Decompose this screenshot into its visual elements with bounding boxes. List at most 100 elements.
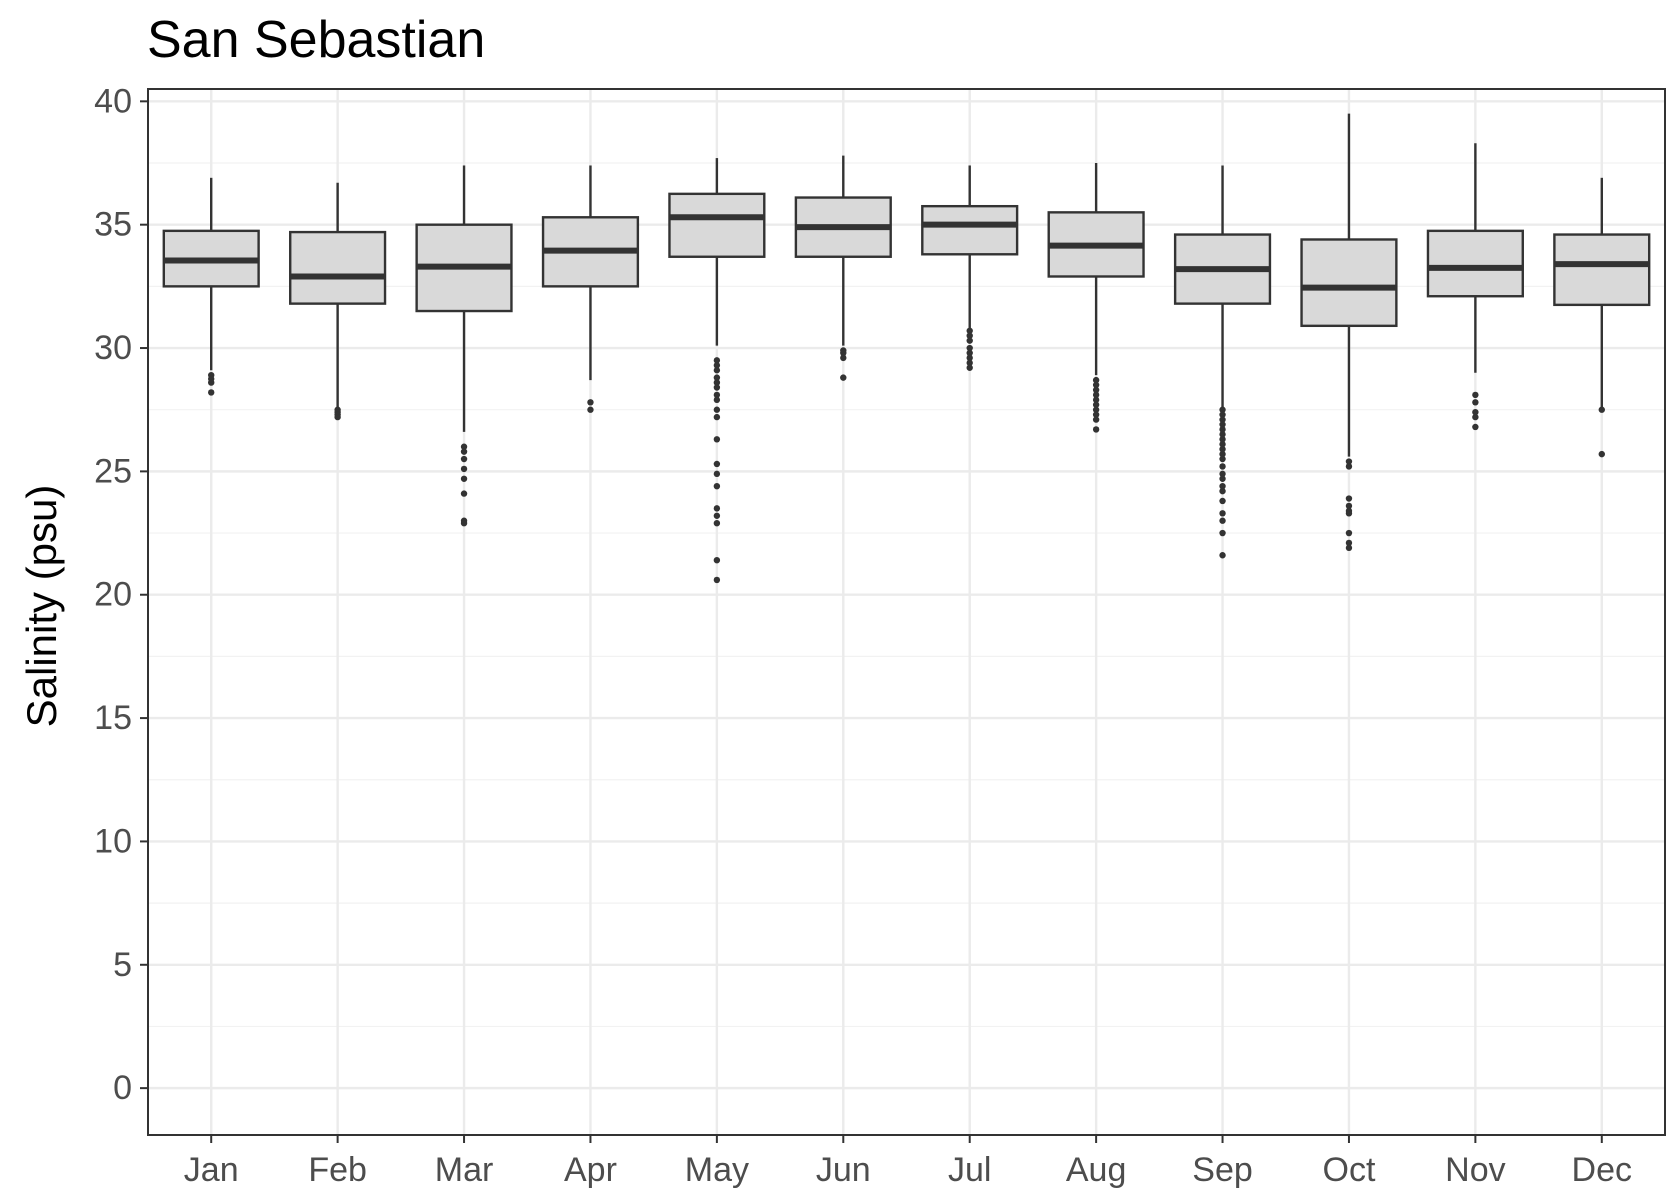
y-tick-label: 30 [94, 329, 132, 367]
outlier-point [1219, 529, 1226, 537]
outlier-point [1219, 470, 1226, 478]
x-tick-label: Mar [435, 1151, 494, 1189]
outlier-point [840, 349, 847, 357]
x-tick-label: Nov [1445, 1151, 1505, 1189]
outlier-point [713, 357, 721, 364]
y-tick-label: 5 [113, 946, 132, 984]
outlier-point [1219, 421, 1226, 428]
x-tick-label: Dec [1572, 1151, 1632, 1189]
outlier-point [1092, 406, 1100, 413]
outlier-point [1219, 455, 1226, 463]
outlier-point [713, 396, 721, 404]
outlier-point [713, 367, 721, 374]
outlier-point [966, 354, 973, 362]
y-tick-label: 20 [94, 576, 132, 614]
outlier-point [713, 413, 721, 421]
outlier-point [713, 512, 721, 519]
plot-border [147, 88, 1666, 1136]
outlier-point [966, 344, 973, 352]
outlier-point [966, 359, 973, 367]
outlier-point [713, 406, 721, 413]
outlier-point [1219, 431, 1226, 438]
x-tick-label: Apr [564, 1151, 617, 1189]
y-tick-label: 40 [94, 82, 132, 120]
outlier-point [1219, 510, 1226, 517]
outlier-point [587, 406, 594, 413]
outlier-point [1472, 413, 1479, 421]
outlier-point [1219, 441, 1226, 448]
outlier-point [713, 519, 721, 527]
outlier-point [1472, 408, 1479, 416]
outlier-point [1092, 401, 1100, 408]
x-tick-label: Oct [1323, 1151, 1376, 1189]
outlier-point [1345, 458, 1353, 465]
box [289, 230, 387, 305]
outlier-point [840, 354, 847, 362]
outlier-point [1219, 487, 1226, 495]
outlier-point [1219, 445, 1226, 453]
y-tick-label: 10 [94, 822, 132, 860]
outlier-point [713, 436, 721, 443]
outlier-point [1219, 517, 1226, 524]
outlier-point [966, 364, 973, 371]
outlier-point [713, 379, 721, 386]
x-tick-label: Jul [948, 1151, 991, 1189]
outlier-point [1092, 386, 1100, 394]
x-tick-label: Aug [1066, 1151, 1127, 1189]
outlier-point [1598, 406, 1605, 413]
outlier-point [713, 362, 721, 369]
outlier-point [1345, 510, 1353, 517]
box [1300, 238, 1398, 328]
outlier-point [1345, 463, 1353, 470]
outlier-point [1219, 411, 1226, 418]
y-tick-label: 15 [94, 699, 132, 737]
outlier-point [966, 349, 973, 357]
outlier-point [966, 337, 973, 344]
outlier-point [1219, 482, 1226, 490]
outlier-point [460, 448, 468, 455]
outlier-point [334, 413, 341, 421]
outlier-point [1219, 463, 1226, 470]
outlier-point [713, 460, 721, 468]
outlier-point [713, 384, 721, 391]
outlier-point [1219, 436, 1226, 443]
outlier-point [1345, 495, 1353, 502]
outlier-point [1598, 450, 1605, 458]
outlier-point [460, 490, 468, 497]
outlier-point [1092, 396, 1100, 404]
box [668, 192, 766, 258]
outlier-point [1219, 552, 1226, 559]
x-tick-label: Jan [184, 1151, 239, 1189]
outlier-point [208, 379, 215, 386]
outlier-point [1092, 416, 1100, 423]
plot-panel [148, 89, 1665, 1135]
outlier-point [1345, 539, 1353, 547]
outlier-point [460, 465, 468, 473]
outlier-point [1345, 529, 1353, 537]
y-tick-label: 0 [113, 1069, 132, 1107]
outlier-point [713, 576, 721, 584]
chart-title: San Sebastian [147, 11, 486, 69]
outlier-point [1219, 426, 1226, 433]
x-tick-label: Jun [816, 1151, 871, 1189]
outlier-point [1092, 391, 1100, 399]
outlier-point [966, 327, 973, 334]
y-tick-label: 35 [94, 206, 132, 244]
outlier-point [1345, 502, 1353, 510]
outlier-point [713, 374, 721, 381]
outlier-point [1219, 475, 1226, 482]
outlier-point [966, 332, 973, 339]
outlier-point [587, 399, 594, 406]
outlier-point [1219, 406, 1226, 413]
outlier-point [1092, 426, 1100, 433]
x-tick-label: May [685, 1151, 749, 1189]
outlier-point [1219, 450, 1226, 458]
box [1553, 233, 1651, 307]
outlier-point [713, 391, 721, 399]
outlier-point [208, 389, 215, 396]
outlier-point [713, 556, 721, 564]
outlier-point [460, 443, 468, 450]
box [1426, 229, 1524, 298]
outlier-point [713, 505, 721, 512]
